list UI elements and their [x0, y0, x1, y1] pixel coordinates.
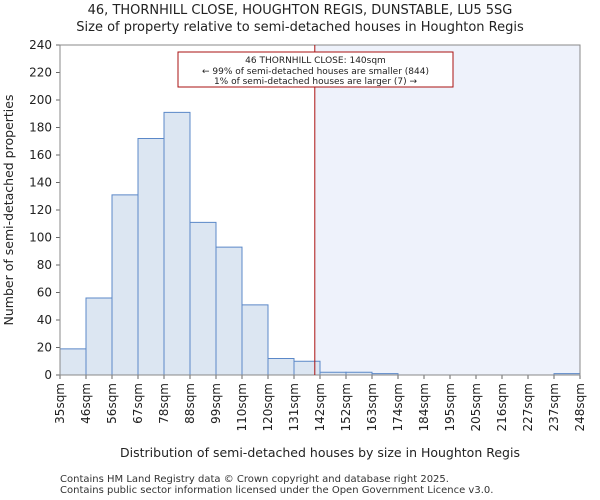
y-tick-label: 140 [29, 176, 52, 190]
x-axis-label: Distribution of semi-detached houses by … [120, 445, 520, 460]
bar-110sqm [241, 304, 269, 376]
chart-title: 46, THORNHILL CLOSE, HOUGHTON REGIS, DUN… [87, 3, 513, 18]
y-tick-label: 60 [37, 286, 52, 300]
y-tick-label: 40 [37, 313, 52, 327]
plot-frame [59, 44, 581, 376]
x-tick-label: 237sqm [547, 383, 561, 431]
larger-region-highlight [314, 45, 580, 375]
bar-120sqm [267, 358, 295, 376]
y-tick-label: 180 [29, 121, 52, 135]
x-tick-label: 120sqm [261, 383, 275, 431]
x-tick-label: 195sqm [443, 383, 457, 431]
annotation-line-3: 1% of semi-detached houses are larger (7… [214, 77, 418, 87]
y-tick-label: 160 [29, 148, 52, 162]
y-tick-label: 100 [29, 231, 52, 245]
x-tick-label: 78sqm [157, 383, 171, 424]
annotation-border [177, 51, 454, 88]
x-tick-label: 216sqm [495, 383, 509, 431]
x-tick-label: 67sqm [131, 383, 145, 424]
x-tick-label: 88sqm [183, 383, 197, 424]
x-tick-label: 142sqm [313, 383, 327, 431]
x-tick-label: 184sqm [417, 383, 431, 431]
x-tick-label: 205sqm [469, 383, 483, 431]
bar-56sqm [111, 194, 139, 376]
x-tick-label: 248sqm [573, 383, 587, 431]
x-tick-label: 152sqm [339, 383, 353, 431]
y-tick-label: 120 [29, 203, 52, 217]
footer-licence: Contains public sector information licen… [60, 485, 494, 496]
annotation-line-1: 46 THORNHILL CLOSE: 140sqm [245, 56, 386, 66]
y-axis-label: Number of semi-detached properties [1, 95, 16, 326]
y-tick-label: 20 [37, 341, 52, 355]
x-axis-ticks: 35sqm 46sqm 56sqm 67sqm 78sqm 88sqm 99sqm 110sq… [53, 375, 587, 431]
x-tick-label: 227sqm [521, 383, 535, 431]
bars-group [59, 111, 581, 376]
x-tick-label: 110sqm [235, 383, 249, 431]
annotation-line-2: ← 99% of semi-detached houses are smalle… [202, 67, 429, 77]
x-tick-label: 46sqm [79, 383, 93, 424]
y-axis-ticks: 0 20 40 60 80 100 120 140 160 180 200 220 240 [29, 38, 60, 382]
x-tick-label: 163sqm [365, 383, 379, 431]
annotation-box: 46 THORNHILL CLOSE: 140sqm ← 99% of semi… [177, 51, 454, 88]
x-tick-label: 56sqm [105, 383, 119, 424]
y-tick-label: 200 [29, 93, 52, 107]
bar-35sqm [59, 348, 87, 376]
x-tick-label: 174sqm [391, 383, 405, 431]
bar-78sqm [163, 111, 191, 376]
footer-copyright: Contains HM Land Registry data © Crown c… [60, 474, 449, 485]
y-tick-label: 240 [29, 38, 52, 52]
bar-131sqm [293, 360, 321, 376]
bar-46sqm [85, 297, 113, 376]
bar-99sqm [215, 246, 243, 376]
chart-subtitle: Size of property relative to semi-detach… [76, 20, 524, 35]
x-tick-label: 99sqm [209, 383, 223, 424]
bar-67sqm [137, 138, 165, 376]
bar-88sqm [189, 221, 217, 376]
y-tick-label: 80 [37, 258, 52, 272]
x-tick-label: 131sqm [287, 383, 301, 431]
y-tick-label: 220 [29, 66, 52, 80]
y-tick-label: 0 [44, 368, 52, 382]
x-tick-label: 35sqm [53, 383, 67, 424]
